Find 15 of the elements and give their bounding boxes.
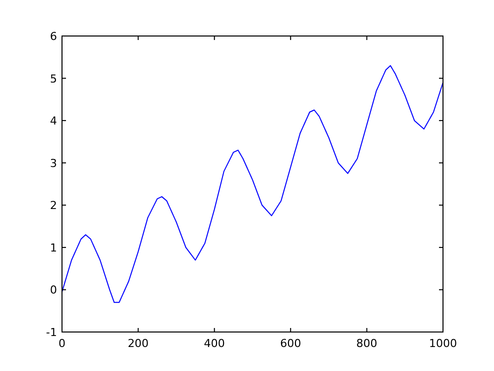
y-tick-label: -1 (46, 326, 57, 339)
y-tick-label: 1 (50, 241, 57, 254)
y-tick-label: 5 (50, 72, 57, 86)
line-series (62, 65, 443, 303)
x-tick-label: 1000 (429, 337, 457, 350)
y-tick-label: 2 (50, 199, 57, 212)
y-tick-label: 6 (50, 30, 57, 43)
x-tick-label: 200 (128, 337, 149, 350)
y-tick-label: 3 (50, 156, 57, 170)
x-tick-label: 400 (204, 337, 225, 350)
x-tick-label: 800 (356, 337, 378, 350)
x-tick-label: 0 (58, 337, 66, 350)
x-tick-label: 600 (280, 337, 302, 350)
y-tick-label: 4 (50, 114, 57, 128)
y-tick-label: 0 (50, 284, 57, 297)
